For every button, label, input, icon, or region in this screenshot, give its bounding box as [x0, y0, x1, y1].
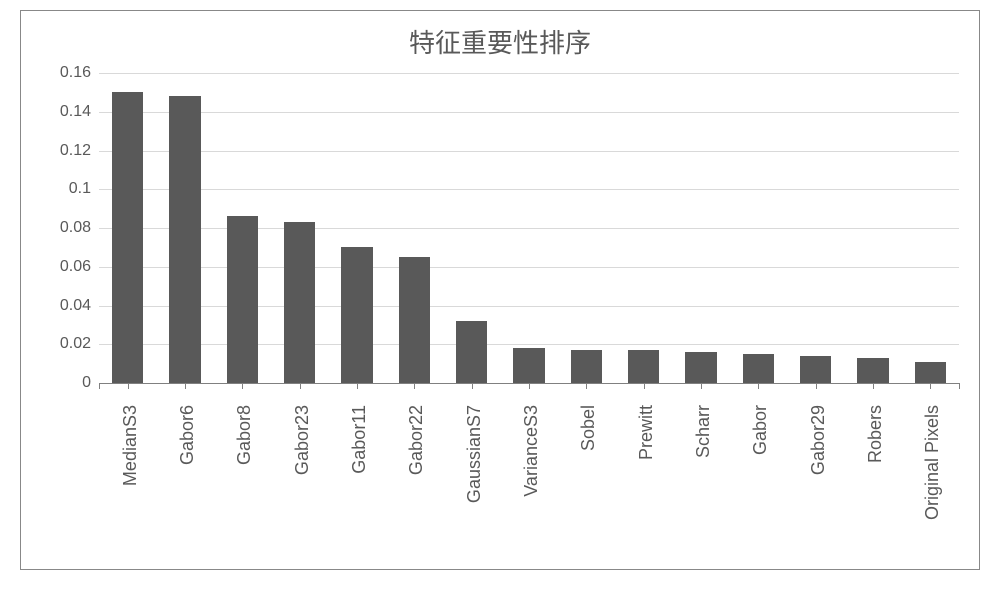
- x-tick: [930, 383, 931, 389]
- x-tick: [644, 383, 645, 389]
- gridline: [99, 112, 959, 113]
- bar: [399, 257, 431, 383]
- chart-container: 特征重要性排序 00.020.040.060.080.10.120.140.16…: [20, 10, 980, 570]
- x-tick: [586, 383, 587, 389]
- x-tick: [128, 383, 129, 389]
- x-tick-label: Gabor29: [809, 395, 827, 475]
- x-tick-label: MedianS3: [121, 395, 139, 486]
- x-tick: [300, 383, 301, 389]
- x-tick: [99, 383, 100, 389]
- bar: [628, 350, 660, 383]
- x-tick-label: Original Pixels: [923, 395, 941, 520]
- bar: [456, 321, 488, 383]
- x-tick-label: Gabor: [751, 395, 769, 455]
- gridline: [99, 151, 959, 152]
- bar: [112, 92, 144, 383]
- y-tick-label: 0: [82, 374, 99, 392]
- x-tick: [185, 383, 186, 389]
- y-tick-label: 0.02: [60, 335, 99, 353]
- x-tick: [472, 383, 473, 389]
- y-tick-label: 0.12: [60, 142, 99, 160]
- x-tick: [414, 383, 415, 389]
- plot-area: 00.020.040.060.080.10.120.140.16MedianS3…: [99, 73, 959, 383]
- bar: [857, 358, 889, 383]
- bar: [743, 354, 775, 383]
- x-tick: [959, 383, 960, 389]
- bar: [685, 352, 717, 383]
- y-tick-label: 0.14: [60, 103, 99, 121]
- y-tick-label: 0.04: [60, 297, 99, 315]
- bar: [341, 247, 373, 383]
- x-tick-label: Gabor8: [235, 395, 253, 465]
- x-tick: [758, 383, 759, 389]
- gridline: [99, 73, 959, 74]
- bar: [915, 362, 947, 383]
- y-tick-label: 0.06: [60, 258, 99, 276]
- chart-title: 特征重要性排序: [21, 11, 979, 68]
- x-tick-label: Prewitt: [637, 395, 655, 460]
- x-tick: [701, 383, 702, 389]
- x-tick: [873, 383, 874, 389]
- x-tick-label: Gabor6: [178, 395, 196, 465]
- y-tick-label: 0.08: [60, 219, 99, 237]
- x-tick-label: VarianceS3: [522, 395, 540, 497]
- bar: [800, 356, 832, 383]
- x-tick: [529, 383, 530, 389]
- x-tick-label: Sobel: [579, 395, 597, 451]
- x-tick: [816, 383, 817, 389]
- x-tick-label: Scharr: [694, 395, 712, 458]
- bar: [169, 96, 201, 383]
- bar: [513, 348, 545, 383]
- x-tick: [242, 383, 243, 389]
- bar: [571, 350, 603, 383]
- x-tick-label: Robers: [866, 395, 884, 463]
- x-tick-label: Gabor11: [350, 395, 368, 474]
- bar: [227, 216, 259, 383]
- bar: [284, 222, 316, 383]
- x-tick-label: Gabor23: [293, 395, 311, 475]
- x-tick-label: Gabor22: [407, 395, 425, 475]
- x-tick: [357, 383, 358, 389]
- y-tick-label: 0.16: [60, 64, 99, 82]
- y-tick-label: 0.1: [69, 180, 99, 198]
- gridline: [99, 189, 959, 190]
- x-tick-label: GaussianS7: [465, 395, 483, 503]
